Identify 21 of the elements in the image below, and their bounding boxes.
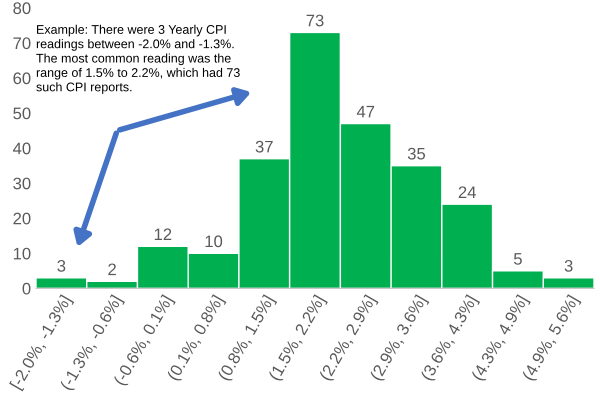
- data-label: 47: [356, 106, 374, 118]
- data-label: 73: [306, 14, 324, 26]
- y-tick-label: 0: [22, 282, 30, 295]
- y-tick-label: 50: [13, 107, 30, 120]
- data-label: 24: [458, 186, 476, 198]
- data-label: 2: [108, 263, 116, 276]
- y-tick-label: 80: [13, 2, 30, 14]
- y-tick-label: 60: [13, 72, 30, 84]
- data-label: 3: [57, 260, 66, 272]
- y-tick-label: 70: [13, 37, 30, 50]
- annotation: Example: There were 3 Yearly CPI readings between -2.0% and -1.3%. The most common reading was the range of 1.5% to 2.2%, which had 73 such CPI reports.: [36, 24, 240, 94]
- y-tick-label: 40: [12, 142, 30, 154]
- data-label: 35: [408, 148, 426, 160]
- data-label: 10: [206, 235, 222, 248]
- y-tick-label: 10: [14, 248, 30, 260]
- y-tick-label: 30: [13, 178, 30, 190]
- data-label: 3: [564, 260, 573, 272]
- y-tick-label: 20: [13, 212, 30, 224]
- data-label: 37: [256, 140, 273, 153]
- data-label: 5: [514, 253, 522, 265]
- data-label: 12: [154, 228, 172, 240]
